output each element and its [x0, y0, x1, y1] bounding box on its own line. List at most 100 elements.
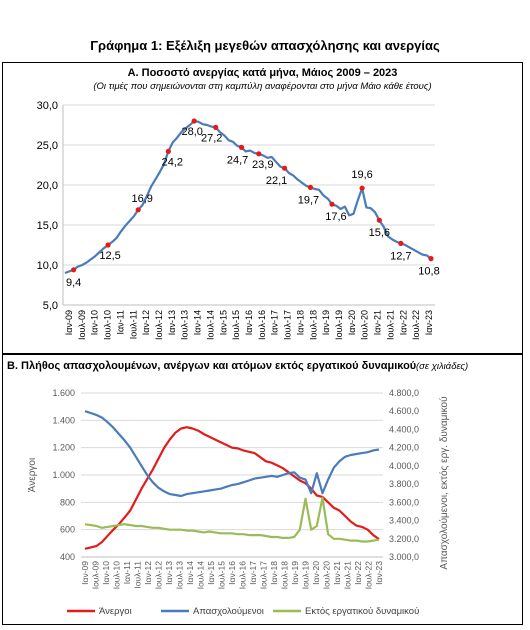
chart-b-x-tick: Ιουλ-17: [259, 561, 269, 590]
chart-a-x-tick: Ιουλ-18: [308, 310, 318, 340]
chart-b-y-tick: 1.600: [52, 388, 75, 398]
may-value-marker: [256, 151, 262, 157]
chart-b-x-tick: Ιαν-14: [185, 561, 195, 585]
figure-title: Γράφημα 1: Εξέλιξη μεγεθών απασχόλησης κ…: [90, 38, 440, 53]
chart-b-x-tick: Ιαν-19: [290, 561, 300, 585]
chart-a-x-tick: Ιουλ-13: [180, 310, 190, 340]
inactive-line: [84, 496, 380, 543]
chart-a-x-tick: Ιουλ-15: [231, 310, 241, 340]
may-value-marker: [376, 217, 382, 223]
may-value-marker: [329, 201, 335, 207]
chart-b-y-tick: 600: [60, 525, 75, 535]
may-value-label: 22,1: [266, 175, 287, 187]
unemployment-rate-line: [64, 119, 432, 275]
chart-b-x-tick: Ιαν-18: [269, 561, 279, 585]
chart-a-x-tick: Ιαν-16: [244, 310, 254, 335]
may-value-label: 16,9: [131, 193, 152, 205]
may-value-marker: [165, 148, 171, 154]
chart-b-x-tick: Ιαν-09: [80, 561, 90, 585]
chart-b-x-tick: Ιουλ-21: [343, 561, 353, 590]
chart-a-x-tick: Ιαν-15: [218, 310, 228, 335]
chart-a-title: Α. Ποσοστό ανεργίας κατά μήνα, Μάιος 200…: [127, 67, 398, 79]
chart-a-x-tick: Ιουλ-12: [154, 310, 164, 340]
chart-b-y-tick: 1.400: [52, 415, 75, 425]
chart-b-x-tick: Ιαν-17: [248, 561, 258, 585]
chart-a-x-tick: Ιουλ-10: [103, 310, 113, 340]
chart-b-y-label: Άνεργοι: [27, 458, 38, 492]
chart-a-x-tick: Ιουλ-14: [205, 310, 215, 340]
chart-b-x-tick: Ιουλ-11: [133, 561, 143, 589]
employed-line: [84, 410, 380, 498]
chart-a-x-tick: Ιαν-19: [321, 310, 331, 335]
chart-a-y-tick: 15,0: [37, 220, 58, 232]
chart-a-x-tick: Ιαν-22: [398, 310, 408, 335]
may-value-marker: [307, 184, 314, 190]
may-value-marker: [428, 256, 434, 262]
may-value-label: 15,6: [369, 227, 390, 239]
panel-employment-levels: Β. Πλήθος απασχολουμένων, ανέργων και ατ…: [2, 354, 523, 625]
may-value-marker: [135, 207, 141, 213]
chart-a-x-tick: Ιαν-18: [295, 310, 305, 335]
chart-a-x-tick: Ιαν-09: [64, 310, 74, 335]
chart-b-x-tick: Ιαν-16: [227, 561, 237, 585]
chart-a-x-tick: Ιουλ-19: [334, 310, 344, 340]
chart-a-y-tick: 25,0: [37, 140, 58, 152]
may-value-marker: [71, 267, 77, 273]
chart-b-y2-tick: 4.000,0: [389, 461, 419, 471]
chart-b-x-tick: Ιουλ-15: [217, 561, 227, 590]
panel-unemployment-rate: Α. Ποσοστό ανεργίας κατά μήνα, Μάιος 200…: [2, 62, 523, 354]
chart-b-x-tick: Ιαν-22: [353, 561, 363, 585]
may-value-marker: [359, 185, 365, 191]
chart-a-x-tick: Ιουλ-21: [385, 310, 395, 340]
chart-b-x-tick: Ιουλ-20: [322, 561, 332, 590]
chart-b-x-tick: Ιουλ-10: [112, 561, 122, 590]
may-value-label: 28,0: [181, 126, 202, 138]
chart-a-x-tick: Ιουλ-09: [77, 310, 87, 340]
may-value-marker: [282, 165, 288, 171]
chart-a-x-tick: Ιαν-12: [141, 310, 151, 335]
chart-a-x-tick: Ιαν-11: [115, 310, 125, 335]
chart-b-y2-tick: 4.200,0: [389, 443, 419, 453]
may-value-label: 9,4: [66, 277, 81, 289]
may-value-label: 24,7: [227, 154, 248, 166]
chart-b-x-tick: Ιουλ-12: [154, 561, 164, 590]
legend-label: Απασχολούμενοι: [193, 606, 264, 617]
chart-a-subtitle: (Οι τιμές που σημειώνονται στη καμπύλη α…: [93, 81, 432, 92]
may-value-marker: [213, 124, 219, 130]
may-value-label: 12,7: [390, 250, 411, 262]
chart-b-y-tick: 400: [60, 552, 75, 562]
may-value-label: 17,6: [325, 211, 346, 223]
may-value-marker: [191, 118, 197, 124]
chart-b-y2-tick: 3.600,0: [389, 497, 419, 507]
may-value-marker: [238, 144, 245, 150]
chart-a-x-tick: Ιουλ-20: [360, 310, 370, 340]
chart-b-x-tick: Ιαν-23: [374, 561, 384, 585]
chart-b-y2-label: Απασχολούμενοι, εκτός εργ. δυναμικού: [438, 396, 450, 569]
chart-a-y-tick: 10,0: [37, 260, 58, 272]
legend-label: Εκτός εργατικού δυναμικού: [305, 606, 419, 617]
chart-a-x-tick: Ιαν-13: [167, 310, 177, 335]
chart-a-y-tick: 5,0: [43, 300, 58, 312]
chart-b-x-tick: Ιαν-20: [311, 561, 321, 585]
chart-a-x-tick: Ιαν-14: [193, 310, 203, 335]
chart-b-y-tick: 1.000: [52, 470, 75, 480]
chart-a-x-tick: Ιουλ-11: [128, 310, 138, 339]
chart-b-x-tick: Ιουλ-16: [238, 561, 248, 590]
chart-a-y-tick: 20,0: [37, 180, 58, 192]
chart-b-y2-tick: 3.200,0: [389, 534, 419, 544]
may-value-label: 12,5: [99, 250, 120, 262]
chart-b-x-tick: Ιουλ-13: [175, 561, 185, 590]
chart-b-x-tick: Ιαν-21: [332, 561, 342, 585]
chart-b-y-tick: 800: [60, 497, 75, 507]
may-value-label: 10,8: [418, 266, 439, 278]
chart-b-x-tick: Ιαν-12: [143, 561, 153, 585]
chart-b-y-tick: 1.200: [52, 443, 75, 453]
chart-b-y2-tick: 4.800,0: [389, 388, 419, 398]
chart-a-x-tick: Ιουλ-22: [411, 310, 421, 340]
chart-b-y2-tick: 4.600,0: [389, 406, 419, 416]
legend-label: Άνεργοι: [99, 606, 132, 617]
chart-b-title: Β. Πλήθος απασχολουμένων, ανέργων και ατ…: [7, 360, 417, 372]
chart-a-x-tick: Ιαν-20: [347, 310, 357, 335]
